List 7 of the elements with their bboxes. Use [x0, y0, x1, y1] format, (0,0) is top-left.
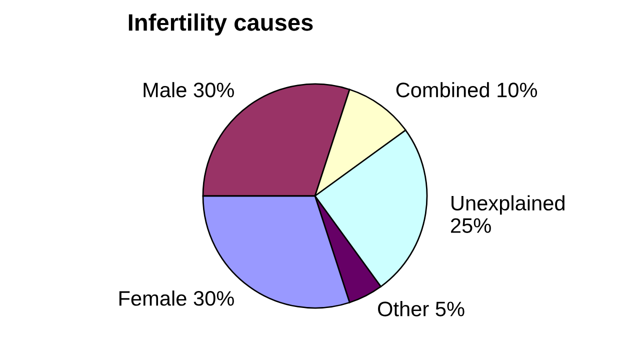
chart-title: Infertility causes [128, 13, 313, 36]
slice-label: Male 30% [144, 82, 234, 98]
slice-label: Other 5% [378, 301, 464, 316]
slice-label: Unexplained [452, 195, 564, 215]
slice-label: Combined 10% [396, 82, 538, 98]
data-label: 25% [451, 218, 491, 233]
slice-label: Female 30% [119, 290, 234, 306]
